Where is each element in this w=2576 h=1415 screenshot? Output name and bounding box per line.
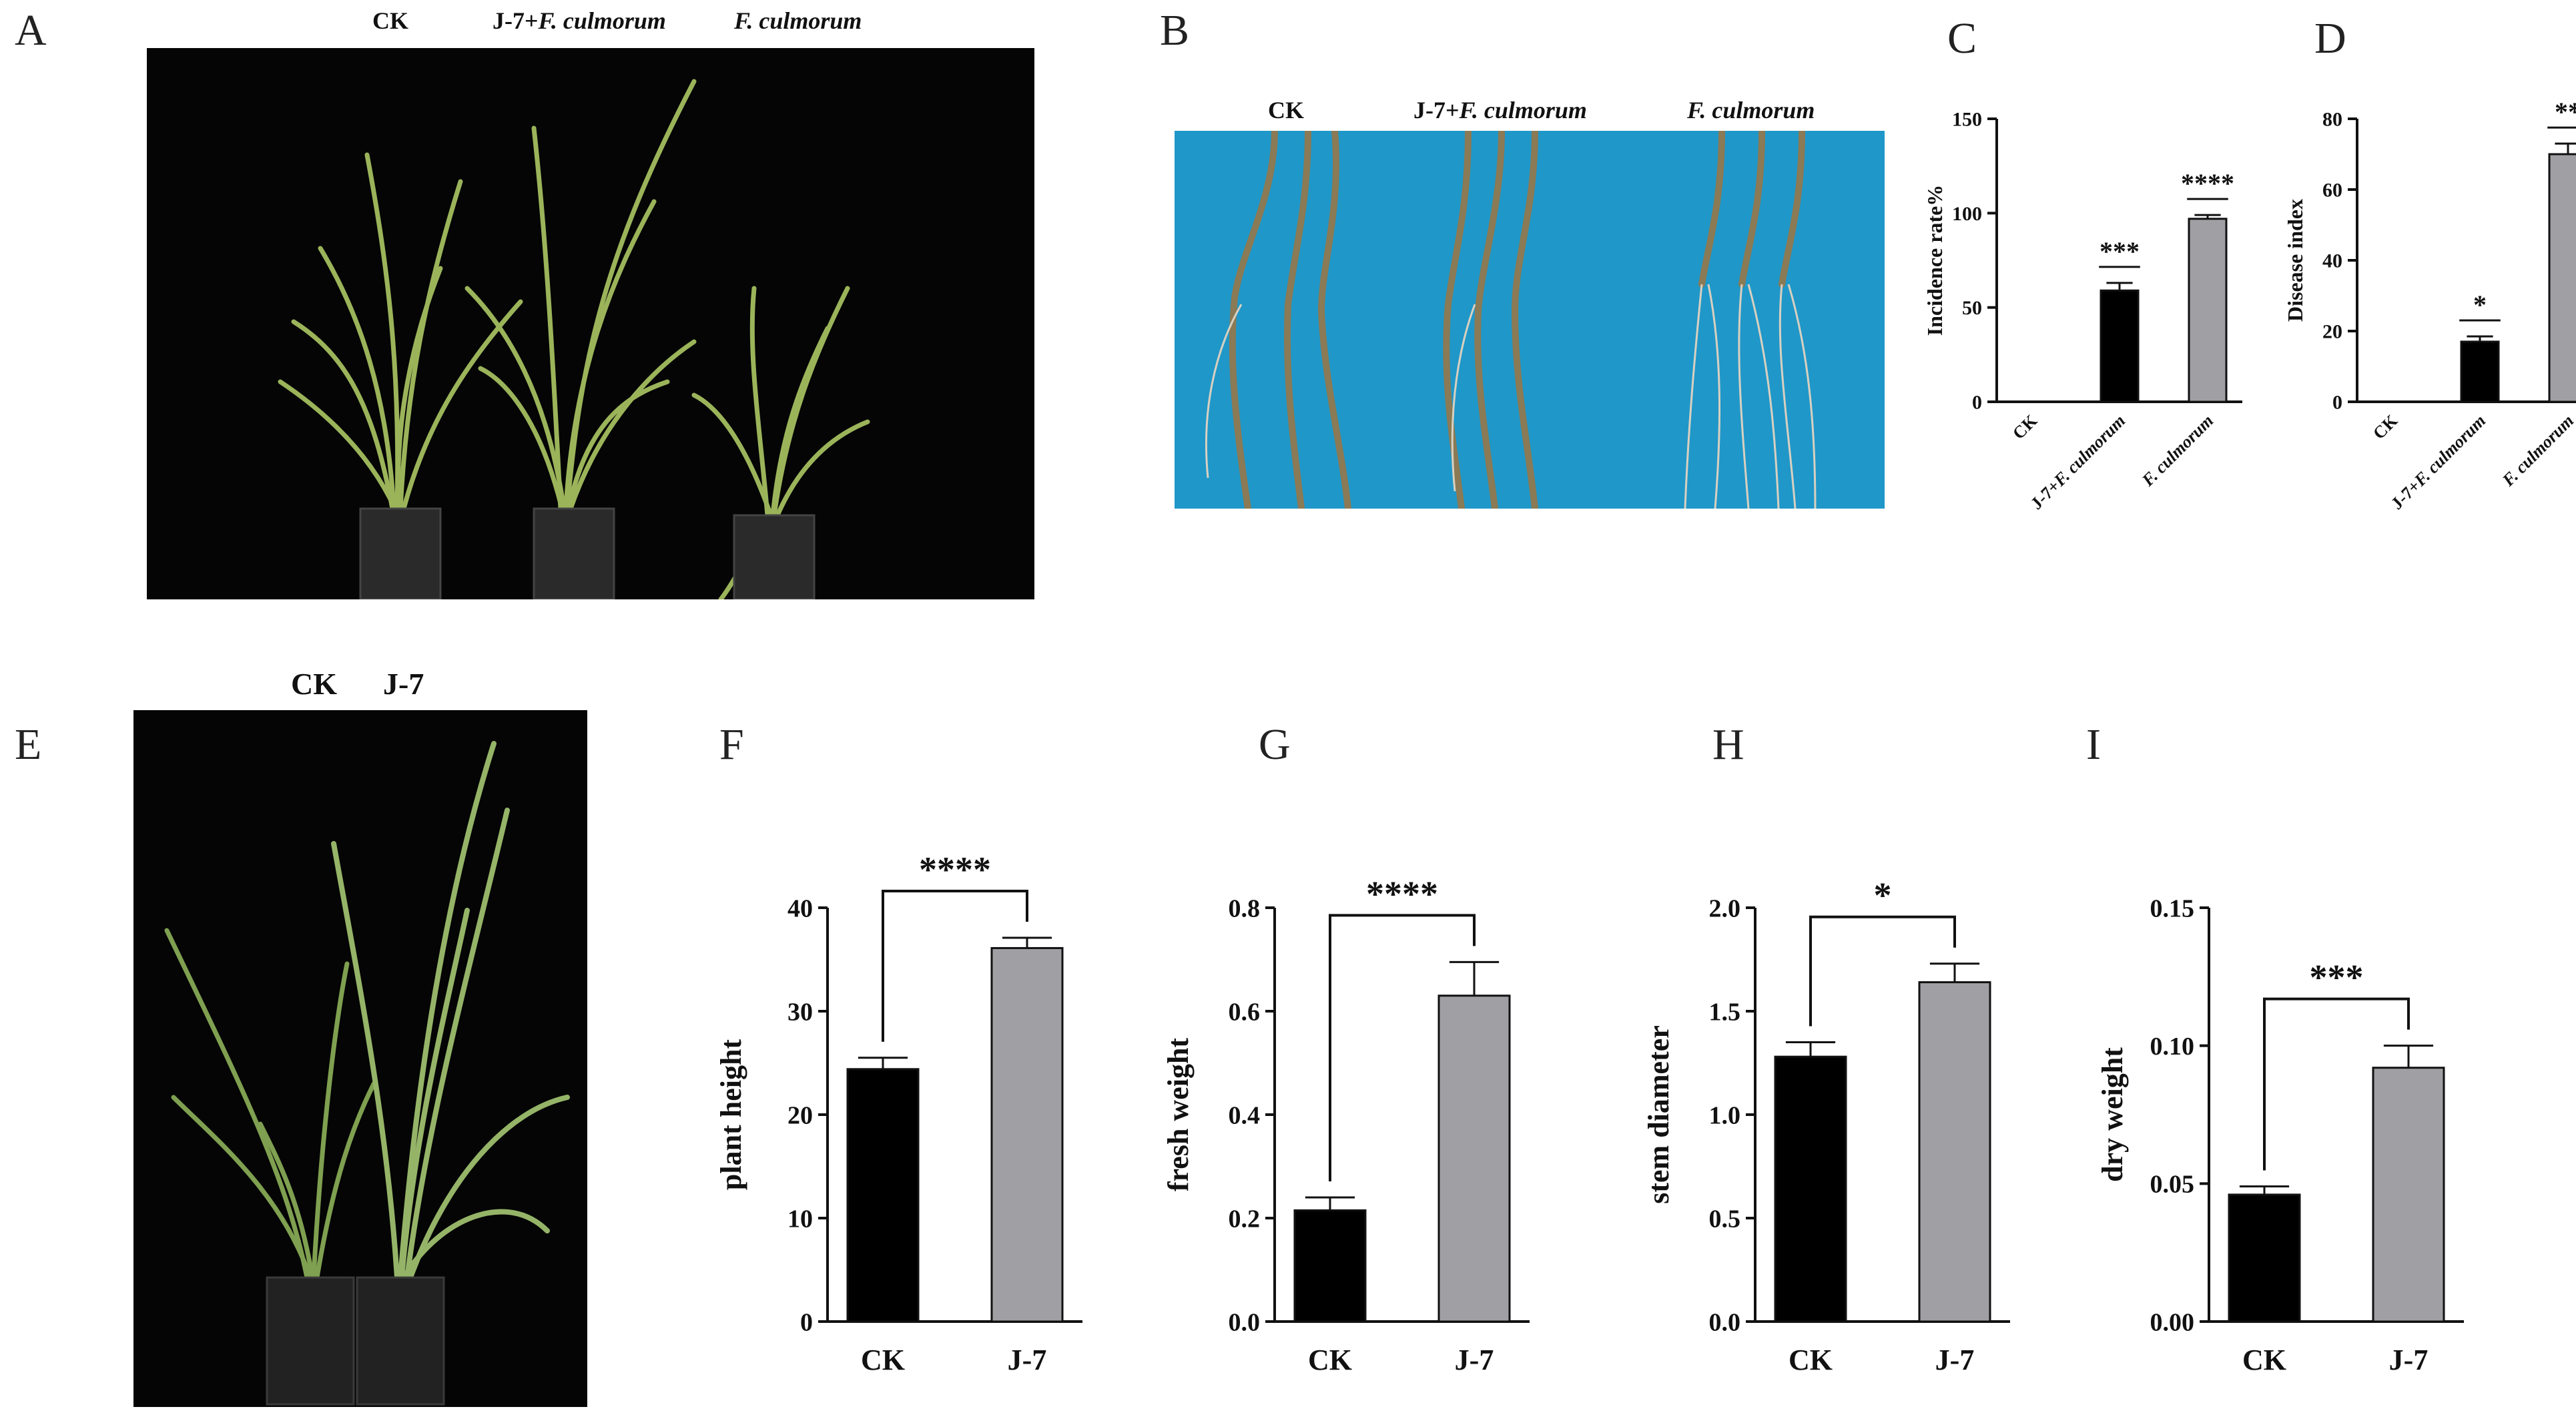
y-axis-label: fresh weight: [1162, 1038, 1195, 1192]
significance-bracket: [1329, 914, 1476, 1181]
y-tick-label: 150: [1952, 109, 1982, 131]
photo-a-wheat-plants: [147, 48, 1034, 599]
y-tick-label: 0.8: [1229, 894, 1261, 922]
bar-1: [990, 946, 1064, 1323]
x-tick-label: J-7: [1008, 1344, 1047, 1376]
photo-b-label-j7-fc: J-7+F. culmorum: [1413, 97, 1587, 123]
x-tick-label: F. culmorum: [2138, 411, 2217, 491]
y-tick-label: 1.5: [1709, 998, 1741, 1026]
bar-0: [2228, 1193, 2301, 1323]
y-tick-label: 100: [1952, 203, 1982, 225]
y-tick-label: 0.2: [1229, 1205, 1261, 1233]
x-tick-label: J-7+F. culmorum: [2027, 411, 2129, 513]
bar-0: [846, 1068, 920, 1323]
bar-1: [2100, 289, 2140, 403]
photo-a-label-j7-fc: J-7+F. culmorum: [493, 7, 666, 34]
significance-mark-2: ****: [2181, 168, 2234, 198]
y-tick-label: 0: [1972, 392, 1982, 414]
y-axis-label: plant height: [715, 1039, 747, 1191]
significance-mark-1: *: [2473, 290, 2487, 320]
y-tick-label: 0: [800, 1308, 813, 1336]
significance-bracket: [2263, 997, 2410, 1171]
y-tick-label: 20: [787, 1101, 813, 1129]
bar-2: [2548, 153, 2576, 403]
panel-letter-h: H: [1712, 720, 1744, 769]
photo-e-label-j7: J-7: [383, 667, 424, 701]
y-tick-label: 20: [2322, 321, 2342, 343]
y-axis-label: dry weight: [2096, 1047, 2129, 1182]
panel-letter-e: E: [15, 720, 42, 769]
bar-1: [2372, 1067, 2445, 1323]
significance-mark: ***: [2310, 958, 2364, 998]
y-tick-label: 0.6: [1229, 998, 1261, 1026]
chart-g-fresh-weight: 0.0 0.2 0.4 0.6 0.8 fresh weight CK J-7 ****: [1162, 874, 1530, 1376]
y-tick-label: 60: [2322, 180, 2342, 202]
y-tick-label: 80: [2322, 109, 2342, 131]
y-axis-label: Incidence rate%: [1923, 185, 1947, 336]
y-tick-label: 50: [1962, 297, 1982, 319]
y-tick-label: 0.10: [2150, 1033, 2195, 1061]
x-tick-label: CK: [1789, 1344, 1833, 1376]
photo-e-wheat-plants: [133, 710, 587, 1407]
bar-0: [1774, 1055, 1847, 1323]
x-tick-label: CK: [2369, 410, 2402, 443]
chart-h-stem-diameter: 0.0 0.5 1.0 1.5 2.0 stem diameter CK J-7 *: [1642, 876, 2010, 1376]
y-axis-label: stem diameter: [1642, 1025, 1675, 1204]
photo-a-label-ck: CK: [372, 7, 408, 34]
y-tick-label: 40: [787, 894, 813, 922]
significance-mark: ****: [1366, 874, 1438, 914]
x-tick-label: CK: [2009, 410, 2041, 443]
y-tick-label: 30: [787, 998, 813, 1026]
x-tick-label: CK: [1308, 1344, 1352, 1376]
bar-1: [1437, 995, 1511, 1323]
photo-b-label-ck: CK: [1268, 97, 1304, 123]
panel-letter-f: F: [719, 720, 744, 769]
x-tick-label: J-7: [2389, 1344, 2429, 1376]
significance-mark-1: ***: [2100, 236, 2140, 266]
chart-f-plant-height: 0 10 20 30 40 plant height CK J-7 ****: [715, 850, 1082, 1376]
panel-letter-i: I: [2086, 720, 2101, 769]
y-tick-label: 10: [787, 1205, 813, 1233]
y-tick-label: 0.15: [2150, 894, 2195, 922]
significance-bracket: [882, 889, 1028, 1042]
x-tick-label: J-7: [1935, 1344, 1975, 1376]
panel-letter-g: G: [1259, 720, 1291, 769]
x-tick-label: J-7: [1455, 1344, 1494, 1376]
bar-0: [1293, 1209, 1367, 1323]
x-tick-label: CK: [861, 1344, 905, 1376]
y-tick-label: 0: [2332, 392, 2342, 414]
photo-e-label-ck: CK: [291, 667, 337, 701]
panel-letter-a: A: [15, 6, 47, 55]
panel-letter-d: D: [2314, 14, 2346, 63]
y-tick-label: 40: [2322, 250, 2342, 272]
y-tick-label: 0.05: [2150, 1171, 2195, 1199]
significance-mark: ****: [919, 850, 991, 890]
x-tick-label: F. culmorum: [2498, 411, 2576, 491]
x-tick-label: J-7+F. culmorum: [2387, 411, 2489, 513]
y-tick-label: 0.5: [1709, 1205, 1741, 1233]
panel-letter-b: B: [1160, 6, 1190, 55]
photo-b-wheat-roots: [1175, 131, 1885, 509]
bar-1: [2460, 340, 2500, 403]
chart-c-incidence-rate: 0 50 100 150 Incidence rate% CKJ-7+F. culmoru…: [1923, 109, 2242, 513]
y-tick-label: 0.0: [1709, 1308, 1741, 1336]
y-tick-label: 0.4: [1229, 1101, 1261, 1129]
y-axis-label: Disease index: [2283, 199, 2307, 322]
significance-mark-2: **: [2555, 97, 2576, 127]
chart-i-dry-weight: 0.00 0.05 0.10 0.15 dry weight CK J-7 ***: [2096, 894, 2464, 1376]
y-tick-label: 0.0: [1229, 1308, 1261, 1336]
x-tick-label: CK: [2242, 1344, 2286, 1376]
significance-mark: *: [1874, 876, 1892, 916]
chart-d-disease-index: 0 20 40 60 80 Disease index CKJ-7+F. culmorum F…: [2283, 97, 2576, 513]
y-tick-label: 2.0: [1709, 894, 1741, 922]
significance-bracket: [1809, 915, 1956, 1027]
photo-a-label-fc: F. culmorum: [734, 7, 862, 34]
panel-letter-c: C: [1947, 14, 1977, 63]
bar-2: [2188, 218, 2228, 403]
photo-b-label-fc: F. culmorum: [1687, 97, 1815, 123]
bar-1: [1918, 981, 1991, 1323]
y-tick-label: 1.0: [1709, 1101, 1741, 1129]
y-tick-label: 0.00: [2150, 1308, 2195, 1336]
